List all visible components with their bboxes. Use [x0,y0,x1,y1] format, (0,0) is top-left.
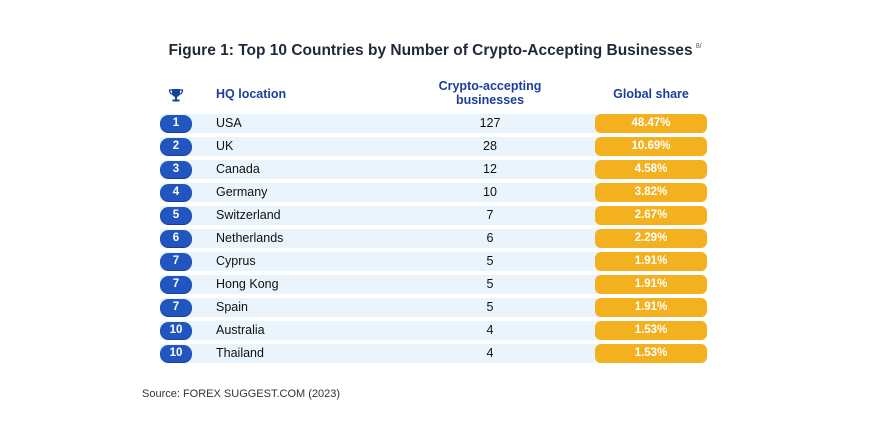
global-share-pill: 1.91% [595,252,707,271]
global-share-pill: 2.29% [595,229,707,248]
global-share-pill: 1.53% [595,344,707,363]
row-band [160,298,610,317]
source-note: Source: FOREX SUGGEST.COM (2023) [142,388,341,400]
table-row: 7 Hong Kong 5 1.91% [158,273,716,296]
header-businesses: Crypto-accepting businesses [420,79,560,107]
global-share-pill: 3.82% [595,183,707,202]
table-row: 3 Canada 12 4.58% [158,158,716,181]
businesses-count-cell: 12 [483,162,497,176]
table-row: 10 Australia 4 1.53% [158,319,716,342]
global-share-pill: 4.58% [595,160,707,179]
rank-badge: 7 [160,276,192,293]
table-row: 6 Netherlands 6 2.29% [158,227,716,250]
table-row: 1 USA 127 48.47% [158,112,716,135]
table-row: 5 Switzerland 7 2.67% [158,204,716,227]
businesses-count-cell: 4 [486,323,494,337]
row-band [160,160,610,179]
hq-location-cell: Thailand [216,346,264,360]
hq-location-cell: Australia [216,323,265,337]
hq-location-cell: Spain [216,300,248,314]
rank-badge: 4 [160,184,192,201]
rank-badge: 5 [160,207,192,224]
row-band [160,114,610,133]
table-row: 10 Thailand 4 1.53% [158,342,716,365]
businesses-count-cell: 28 [483,139,497,153]
rank-badge: 2 [160,138,192,155]
hq-location-cell: Netherlands [216,231,284,245]
rank-badge: 10 [160,345,192,362]
global-share-pill: 1.91% [595,298,707,317]
businesses-count-cell: 5 [486,277,494,291]
row-band [160,275,610,294]
row-band [160,206,610,225]
header-hq-location: HQ location [216,87,287,101]
ranking-table: HQ location Crypto-accepting businesses … [158,76,716,365]
businesses-count-cell: 6 [486,231,494,245]
row-band [160,252,610,271]
header-businesses-line2: businesses [455,93,525,107]
rank-badge: 1 [160,115,192,132]
businesses-count-cell: 5 [486,254,494,268]
table-body: 1 USA 127 48.47% 2 UK 28 10.69% 3 Canada 12 4.58% 4 G… [158,112,716,365]
global-share-pill: 48.47% [595,114,707,133]
global-share-pill: 1.53% [595,321,707,340]
row-band [160,344,610,363]
businesses-count-cell: 127 [479,116,501,130]
table-row: 2 UK 28 10.69% [158,135,716,158]
rank-badge: 10 [160,322,192,339]
header-businesses-line1: Crypto-accepting [438,79,542,93]
global-share-pill: 2.67% [595,206,707,225]
hq-location-cell: Hong Kong [216,277,279,291]
hq-location-cell: Cyprus [216,254,256,268]
row-band [160,183,610,202]
header-global-share: Global share [613,87,689,101]
row-band [160,137,610,156]
hq-location-cell: Canada [216,162,260,176]
rank-badge: 3 [160,161,192,178]
hq-location-cell: Switzerland [216,208,281,222]
row-band [160,321,610,340]
row-band [160,229,610,248]
hq-location-cell: UK [216,139,234,153]
global-share-pill: 1.91% [595,275,707,294]
table-header: HQ location Crypto-accepting businesses … [158,76,716,112]
businesses-count-cell: 7 [486,208,494,222]
trophy-icon [168,89,184,102]
rank-badge: 7 [160,299,192,316]
table-row: 4 Germany 10 3.82% [158,181,716,204]
chart-title: Figure 1: Top 10 Countries by Number of … [0,42,870,60]
global-share-pill: 10.69% [595,137,707,156]
rank-badge: 6 [160,230,192,247]
businesses-count-cell: 5 [486,300,494,314]
rank-badge: 7 [160,253,192,270]
hq-location-cell: Germany [216,185,268,199]
businesses-count-cell: 10 [483,185,497,199]
table-row: 7 Spain 5 1.91% [158,296,716,319]
businesses-count-cell: 4 [486,346,494,360]
table-row: 7 Cyprus 5 1.91% [158,250,716,273]
hq-location-cell: USA [216,116,242,130]
chart-title-text: Figure 1: Top 10 Countries by Number of … [168,42,693,59]
title-footnote: 8/ [695,43,702,50]
